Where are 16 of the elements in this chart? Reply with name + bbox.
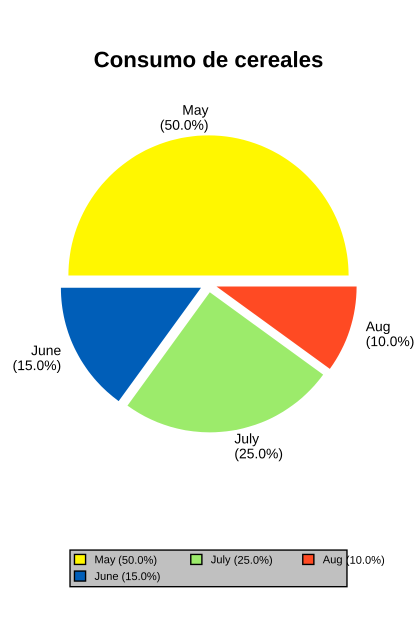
data-label: (10.0%) xyxy=(366,336,414,349)
slice-label: Aug xyxy=(366,322,390,334)
slice-label: June xyxy=(31,346,61,356)
text: (50.0%) xyxy=(118,556,156,566)
data-label: (25.0%) xyxy=(235,448,282,462)
legend-label: Aug xyxy=(322,556,342,566)
chart-title: Consumo de cereales xyxy=(94,51,322,68)
legend-label: May xyxy=(95,556,116,566)
text: (25.0%) xyxy=(234,556,272,566)
slice-label: July xyxy=(234,433,260,446)
legend-label: July xyxy=(210,555,231,566)
text: (15.0%) xyxy=(122,572,160,582)
slice-label: May xyxy=(183,105,208,118)
legend-label: June xyxy=(94,572,118,580)
data-label: (15.0%) xyxy=(13,360,60,373)
data-label: (50.0%) xyxy=(160,120,208,133)
